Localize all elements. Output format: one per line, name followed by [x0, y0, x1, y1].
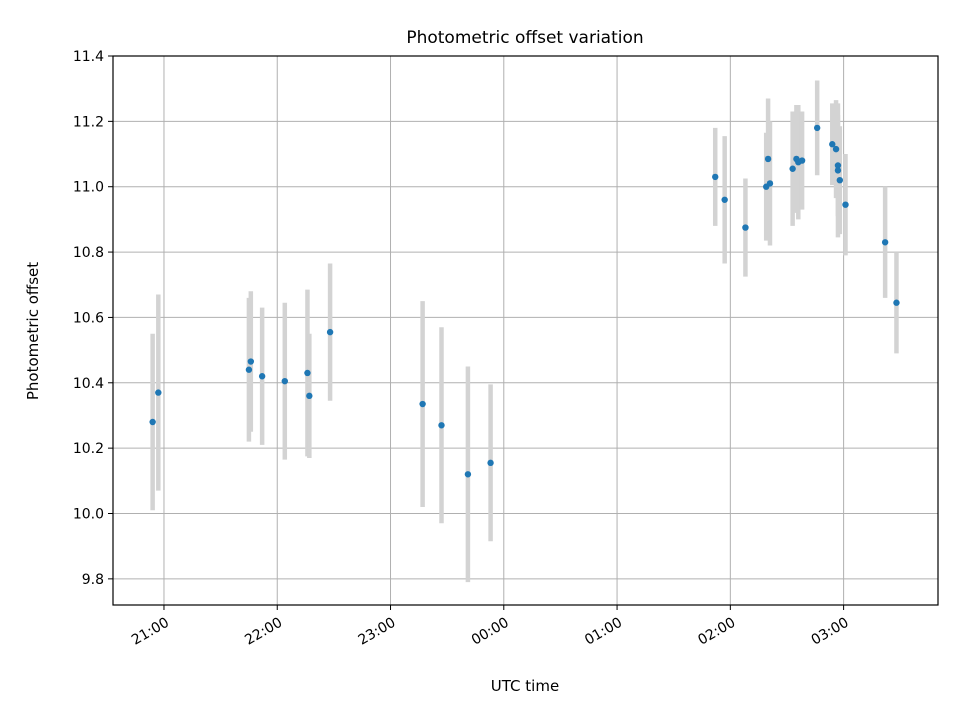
x-axis-label: UTC time [491, 677, 559, 695]
data-point [834, 162, 842, 169]
y-tick-label: 10.4 [73, 376, 104, 392]
data-point [281, 377, 288, 385]
y-axis-ticks: 9.8 10.0 10.2 10.4 10.6 10.8 11.0 11.2 11.4 [73, 49, 113, 588]
data-point [419, 400, 426, 408]
data-point [789, 165, 796, 172]
data-point [721, 196, 728, 203]
data-point [764, 155, 772, 163]
y-tick-label: 10.6 [73, 310, 104, 326]
y-tick-label: 11.0 [73, 180, 104, 196]
data-point [881, 239, 889, 246]
y-tick-label: 10.8 [73, 245, 104, 261]
data-point [438, 422, 445, 429]
plot-frame [112, 55, 939, 606]
data-point [487, 459, 494, 467]
data-point [326, 328, 334, 336]
data-point [842, 201, 849, 208]
y-tick-label: 11.4 [73, 49, 104, 65]
data-point [258, 373, 266, 380]
y-tick-label: 10.0 [73, 507, 104, 523]
y-tick-label: 10.2 [73, 441, 104, 457]
data-point [155, 389, 162, 396]
data-points [149, 124, 900, 478]
data-point [798, 157, 806, 164]
data-point [893, 299, 900, 306]
data-point [245, 366, 253, 373]
data-point [247, 358, 255, 365]
chart-title: Photometric offset variation [406, 28, 643, 48]
data-point [464, 471, 472, 478]
y-tick-label: 11.2 [73, 114, 104, 130]
data-point [149, 418, 156, 426]
data-point [766, 180, 774, 187]
y-axis-label: Photometric offset [24, 262, 42, 400]
data-point [813, 124, 821, 132]
data-point [712, 173, 719, 181]
data-point [742, 224, 749, 231]
data-point [836, 176, 844, 184]
data-point [306, 392, 313, 400]
data-point [304, 369, 311, 377]
data-point [829, 141, 836, 148]
data-point [832, 145, 840, 153]
data-point [834, 167, 842, 174]
y-tick-label: 9.8 [82, 572, 104, 588]
